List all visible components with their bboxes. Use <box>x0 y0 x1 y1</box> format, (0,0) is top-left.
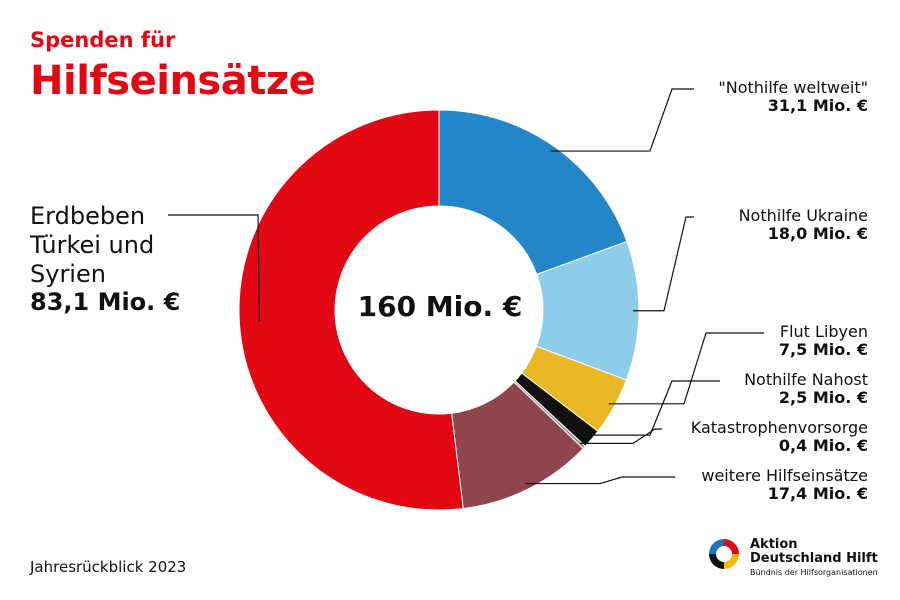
label-nothilfe-weltweit: "Nothilfe weltweit" 31,1 Mio. € <box>718 78 868 116</box>
aktion-deutschland-hilft-logo: Aktion Deutschland Hilft Bündnis der Hil… <box>706 536 878 577</box>
label-erdbeben-line1: Erdbeben <box>30 202 146 230</box>
label-flut-libyen-name: Flut Libyen <box>779 322 868 341</box>
leader-line-erdbeben <box>168 214 260 321</box>
label-erdbeben: Erdbeben Türkei und Syrien 83,1 Mio. € <box>30 202 180 317</box>
slice-erdbeben <box>238 109 464 511</box>
label-weitere-hilfseinsaetze-value: 17,4 Mio. € <box>767 484 868 504</box>
logo-line2: Deutschland Hilft <box>750 551 878 567</box>
label-katastrophenvorsorge-value: 0,4 Mio. € <box>778 436 868 456</box>
leader-line-libyen <box>608 332 764 405</box>
chart-supertitle: Spenden für <box>30 28 176 52</box>
leader-line-weitere <box>525 476 675 485</box>
logo-swirl-icon <box>709 539 739 569</box>
footer-year-label: Jahresrückblick 2023 <box>30 558 187 576</box>
slice-weltweit <box>438 109 628 276</box>
label-weitere-hilfseinsaetze-name: weitere Hilfseinsätze <box>701 466 868 485</box>
label-nothilfe-weltweit-value: 31,1 Mio. € <box>767 96 868 116</box>
label-erdbeben-value: 83,1 Mio. € <box>30 288 181 317</box>
leader-line-ukraine <box>632 216 694 312</box>
leader-line-nahost <box>587 380 720 436</box>
label-weitere-hilfseinsaetze: weitere Hilfseinsätze 17,4 Mio. € <box>701 466 868 504</box>
label-erdbeben-line2: Türkei und <box>30 230 155 259</box>
label-nothilfe-nahost: Nothilfe Nahost 2,5 Mio. € <box>744 370 868 408</box>
chart-title: Hilfseinsätze <box>30 58 316 104</box>
leader-line-vorsorge <box>579 428 662 444</box>
label-nothilfe-ukraine-value: 18,0 Mio. € <box>767 224 868 244</box>
label-nothilfe-nahost-name: Nothilfe Nahost <box>744 370 868 389</box>
logo-line3: Bündnis der Hilfsorganisationen <box>750 567 878 577</box>
label-katastrophenvorsorge: Katastrophenvorsorge 0,4 Mio. € <box>690 418 868 456</box>
label-flut-libyen-value: 7,5 Mio. € <box>778 340 868 360</box>
label-katastrophenvorsorge-name: Katastrophenvorsorge <box>690 418 868 437</box>
label-nothilfe-ukraine-name: Nothilfe Ukraine <box>738 206 868 225</box>
label-nothilfe-weltweit-name: "Nothilfe weltweit" <box>718 78 868 97</box>
leader-line-weltweit <box>550 88 694 152</box>
label-nothilfe-nahost-value: 2,5 Mio. € <box>778 388 868 408</box>
donut-center-total: 160 Mio. € <box>357 290 523 323</box>
logo-line1: Aktion <box>750 537 798 552</box>
label-erdbeben-line3: Syrien <box>30 259 106 288</box>
label-flut-libyen: Flut Libyen 7,5 Mio. € <box>778 322 868 360</box>
label-nothilfe-ukraine: Nothilfe Ukraine 18,0 Mio. € <box>738 206 868 244</box>
